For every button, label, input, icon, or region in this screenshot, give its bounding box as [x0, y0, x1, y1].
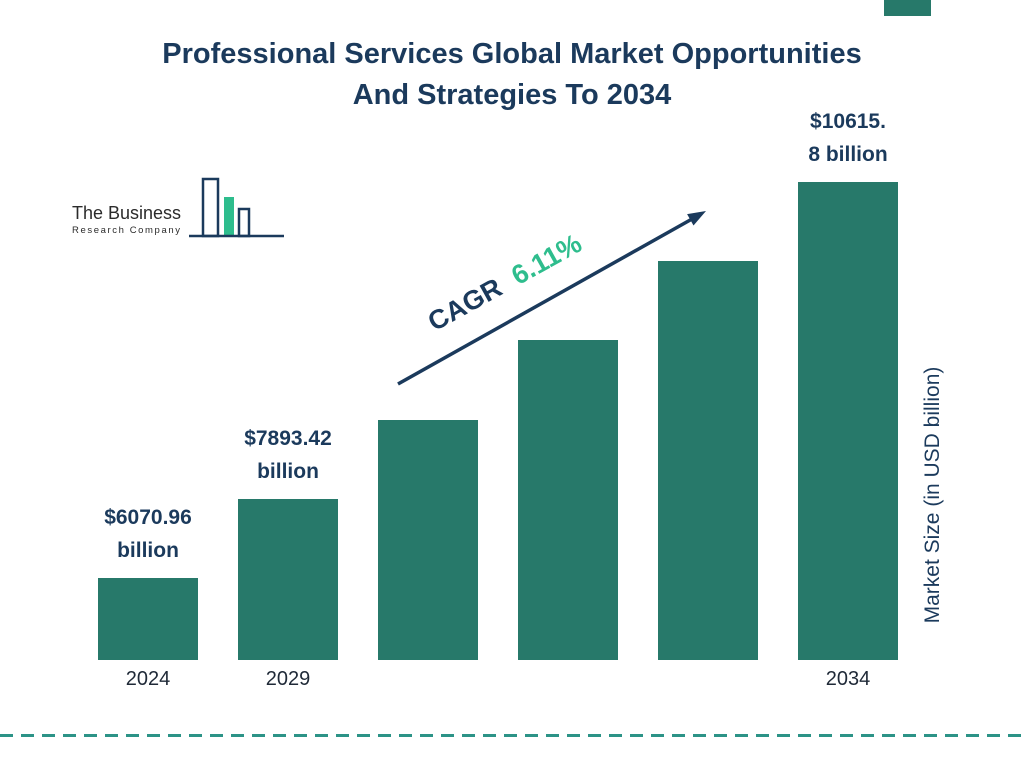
bar-2024: [98, 578, 198, 660]
bar-year-5: [658, 261, 758, 660]
x-tick-2029: 2029: [265, 668, 311, 690]
cagr-label: CAGR6.11%: [423, 228, 587, 338]
company-logo: The Business Research Company: [72, 176, 287, 242]
logo-bar-chart-icon: [188, 177, 284, 238]
title-line-1: Professional Services Global Market Oppo…: [162, 38, 862, 70]
bar-2029: [238, 498, 338, 660]
company-name: The Business: [72, 203, 182, 223]
bar-year-4: [518, 340, 618, 660]
x-tick-2034: 2034: [825, 668, 871, 690]
bar-value-label: $7893.42 billion: [244, 426, 332, 484]
bar-year-3: [378, 419, 478, 660]
title-line-2: And Strategies To 2034: [352, 78, 672, 111]
bar-value-label: $6070.96 billion: [104, 505, 192, 563]
page-title: Professional Services Global Market Oppo…: [0, 34, 1024, 115]
y-axis-label: Market Size (in USD billion): [921, 366, 944, 624]
company-logo-text: The Business Research Company: [72, 203, 182, 236]
bar-value-label: $10615. 8 billion: [808, 109, 888, 167]
company-subname: Research Company: [72, 225, 182, 236]
cagr-word: CAGR: [422, 272, 507, 338]
bar-2034: [798, 182, 898, 660]
corner-accent-bar: [884, 0, 931, 16]
cagr-value: 6.11%: [506, 228, 587, 291]
bottom-dashed-line: [0, 734, 1024, 737]
x-tick-2024: 2024: [125, 668, 171, 690]
